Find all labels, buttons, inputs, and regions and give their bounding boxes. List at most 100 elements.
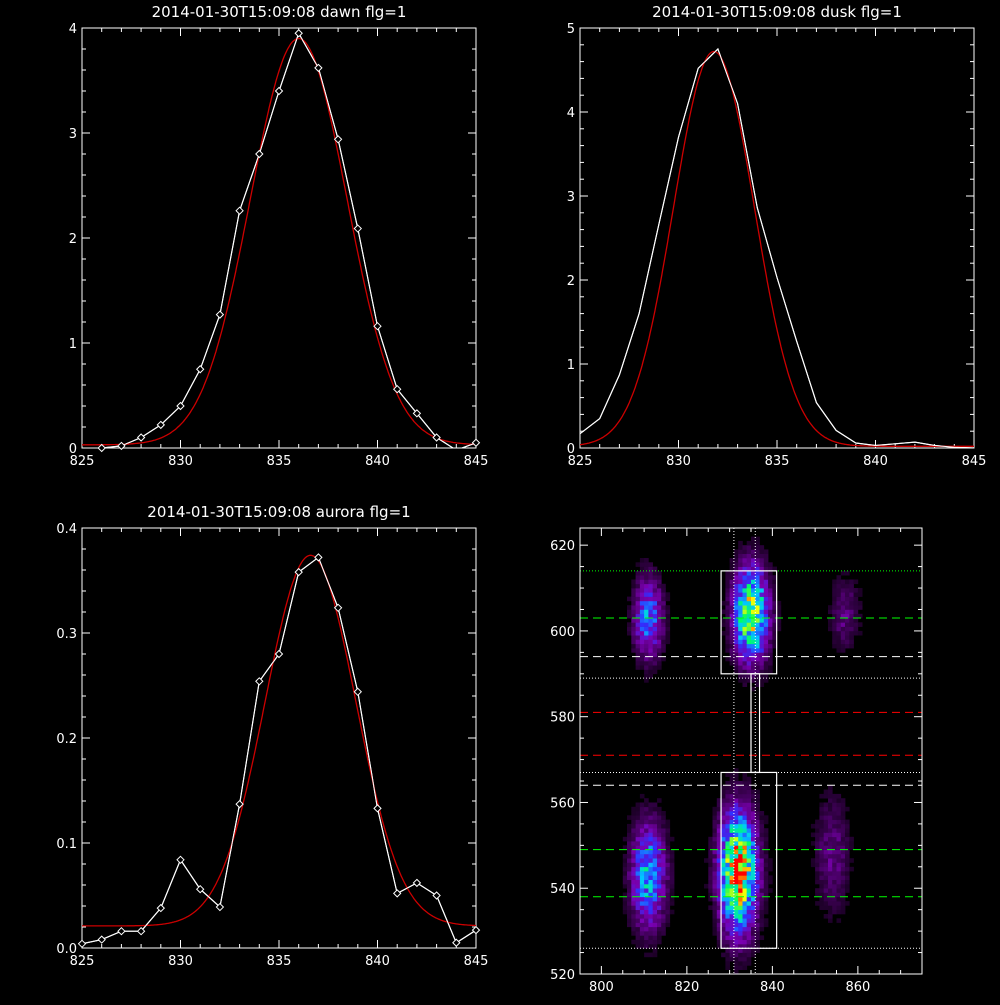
heatmap-pixel [751,536,756,542]
heatmap-pixel [823,832,829,838]
heatmap-pixel [751,600,756,606]
heatmap-pixel [849,643,854,649]
heatmap-pixel [849,836,854,842]
heatmap-pixel [652,618,658,623]
heatmap-pixel [828,875,833,880]
heatmap-pixel [746,669,752,675]
heatmap-pixel [644,630,649,636]
heatmap-pixel [729,648,735,653]
heatmap-pixel [652,883,658,889]
heatmap-pixel [738,836,743,842]
heatmap-pixel [639,883,645,889]
heatmap-pixel [661,588,666,593]
heatmap-pixel [759,832,765,838]
heatmap-pixel [840,892,846,898]
heatmap-pixel [768,583,773,589]
heatmap-pixel [729,853,735,859]
heatmap-pixel [746,776,752,782]
heatmap-pixel [721,914,726,919]
heatmap-pixel [845,849,850,855]
heatmap-pixel [725,948,730,953]
heatmap-pixel [832,879,837,885]
heatmap-pixel [644,883,649,889]
heatmap-pixel [815,892,820,898]
heatmap-pixel [738,592,743,597]
heatmap-pixel [657,909,662,915]
heatmap-pixel [733,630,739,636]
heatmap-pixel [738,665,743,670]
heatmap-pixel [644,896,649,902]
heatmap-pixel [657,939,662,945]
heatmap-pixel [755,853,760,859]
heatmap-pixel [657,841,662,846]
heatmap-pixel [733,648,739,653]
heatmap-pixel [768,888,773,893]
heatmap-pixel [828,836,833,842]
heatmap-pixel [729,811,735,816]
heatmap-pixel [733,841,739,846]
heatmap-pixel [751,558,756,563]
heatmap-pixel [815,828,820,833]
heatmap-pixel [840,626,846,632]
heatmap-pixel [738,656,743,662]
heatmap-pixel [644,678,649,683]
heatmap-pixel [648,618,653,623]
heatmap-pixel [729,562,735,567]
heatmap-pixel [733,918,739,923]
heatmap-pixel [840,841,846,846]
heatmap-pixel [742,789,748,795]
heatmap-pixel [652,802,658,808]
heatmap-pixel [627,841,632,846]
heatmap-pixel [639,828,645,833]
heatmap-pixel [759,871,765,876]
data-point-marker [471,438,481,447]
heatmap-pixel [759,635,765,640]
heatmap-pixel [708,862,713,868]
heatmap-pixel [746,819,752,825]
heatmap-pixel [742,630,748,636]
heatmap-pixel [627,626,632,632]
heatmap-pixel [631,883,636,889]
heatmap-pixel [763,618,769,623]
heatmap-pixel [644,836,649,842]
heatmap-pixel [639,944,645,949]
heatmap-pixel [857,600,863,606]
data-point-marker [136,926,146,936]
heatmap-pixel [652,579,658,585]
heatmap-pixel [768,866,773,872]
heatmap-pixel [738,944,743,949]
heatmap-pixel [845,871,850,876]
heatmap-pixel [763,648,769,653]
heatmap-pixel [712,828,718,833]
heatmap-pixel [657,931,662,936]
heatmap-pixel [738,575,743,580]
heatmap-pixel [627,909,632,915]
heatmap-pixel [733,583,739,589]
heatmap-pixel [738,583,743,589]
heatmap-pixel [746,901,752,906]
heatmap-pixel [652,815,658,820]
heatmap-pixel [759,549,765,554]
heatmap-pixel [840,635,846,640]
heatmap-pixel [627,605,632,610]
heatmap-pixel [772,618,777,623]
heatmap-pixel [755,832,760,838]
heatmap-pixel [729,819,735,825]
heatmap-pixel [742,879,748,885]
heatmap-pixel [755,545,760,550]
heatmap-pixel [759,862,765,868]
heatmap-pixel [716,883,722,889]
heatmap-pixel [759,566,765,572]
heatmap-pixel [725,836,730,842]
heatmap-pixel [768,862,773,868]
heatmap-pixel [815,853,820,859]
heatmap-pixel [639,626,645,632]
heatmap-pixel [639,609,645,615]
heatmap-pixel [733,875,739,880]
heatmap-pixel [635,639,641,645]
heatmap-pixel [708,849,713,855]
heatmap-pixel [708,853,713,859]
heatmap-pixel [644,635,649,640]
heatmap-pixel [768,660,773,666]
